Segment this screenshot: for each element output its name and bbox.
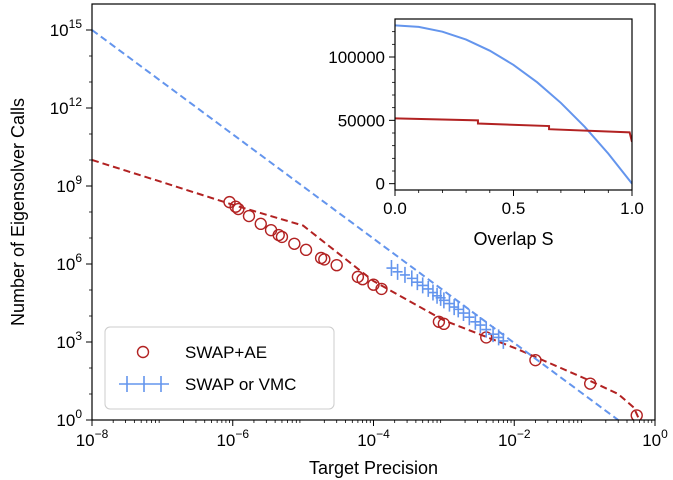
x-tick-label: 10−2 (498, 427, 531, 450)
data-point-swap-ae (223, 195, 236, 209)
inset-x-tick-label: 1.0 (620, 199, 644, 218)
y-axis-title: Number of Eigensolver Calls (8, 98, 28, 326)
legend-marker-swap-ae (136, 345, 150, 359)
data-point-swap-vmc (464, 309, 475, 326)
y-tick-label: 100 (56, 407, 82, 430)
x-tick-label: 10−6 (216, 427, 249, 450)
main-plot-area (92, 29, 643, 420)
data-point-swap-ae (242, 209, 256, 223)
data-point-swap-vmc (498, 332, 509, 349)
y-tick-label: 106 (56, 251, 82, 274)
inset-x-axis-title: Overlap S (473, 229, 553, 249)
data-point-swap-ae (299, 243, 313, 257)
x-tick-label: 10−4 (357, 427, 390, 450)
data-point-swap-ae (330, 258, 343, 272)
y-tick-label: 103 (56, 329, 82, 352)
y-tick-label: 109 (56, 173, 82, 196)
data-point-swap-vmc (493, 329, 504, 346)
y-tick-label: 1015 (50, 17, 83, 40)
data-point-swap-ae (229, 200, 242, 213)
legend (104, 326, 335, 410)
data-point-swap-ae (437, 317, 451, 331)
data-point-swap-vmc (417, 277, 428, 294)
data-point-swap-ae (288, 237, 301, 250)
data-point-swap-ae (356, 273, 369, 286)
main-axes-frame (91, 3, 656, 421)
data-point-swap-vmc (412, 274, 423, 291)
y-tick-label: 1012 (50, 95, 83, 118)
data-point-swap-ae (375, 282, 388, 296)
data-point-swap-vmc (386, 260, 397, 277)
inset-x-tick-label: 0.0 (383, 199, 407, 218)
data-point-swap-ae (232, 202, 245, 216)
data-point-swap-vmc (438, 292, 449, 309)
x-tick-label: 10−8 (76, 427, 109, 450)
inset-y-tick-label: 50000 (338, 111, 385, 130)
inset-y-tick-label: 0 (376, 175, 385, 194)
inset-line-swap-ae (395, 117, 632, 143)
inset-axes-frame (394, 18, 633, 191)
x-axis-title: Target Precision (309, 458, 438, 478)
data-point-swap-vmc (475, 317, 486, 334)
data-point-swap-ae (630, 409, 643, 420)
inset-y-tick-label: 100000 (328, 48, 385, 67)
data-point-swap-vmc (470, 313, 481, 330)
data-point-swap-vmc (406, 270, 417, 287)
data-point-swap-vmc (392, 263, 403, 280)
data-point-swap-ae (254, 217, 267, 231)
data-point-swap-vmc (481, 321, 492, 338)
inset-background (395, 19, 632, 190)
data-point-swap-ae (318, 253, 331, 266)
legend-label-swap-vmc: SWAP or VMC (185, 375, 296, 394)
legend-label-swap-ae: SWAP+AE (185, 343, 267, 362)
inset-plot-area (395, 24, 632, 185)
x-tick-label: 100 (642, 427, 668, 450)
data-point-swap-vmc (488, 326, 499, 343)
data-point-swap-vmc (444, 295, 455, 312)
inset-line-swap-or-vmc (395, 24, 632, 185)
data-point-swap-vmc (399, 266, 410, 283)
data-point-swap-vmc (453, 301, 464, 318)
legend-marker-swap-vmc (119, 376, 169, 392)
data-point-swap-ae (529, 353, 542, 367)
data-point-swap-ae (583, 377, 597, 390)
fit-line-swap-or-vmc (92, 29, 619, 420)
data-point-swap-vmc (423, 280, 434, 297)
data-point-swap-vmc (458, 305, 469, 322)
inset-x-tick-label: 0.5 (502, 199, 526, 218)
data-point-swap-ae (275, 230, 289, 244)
